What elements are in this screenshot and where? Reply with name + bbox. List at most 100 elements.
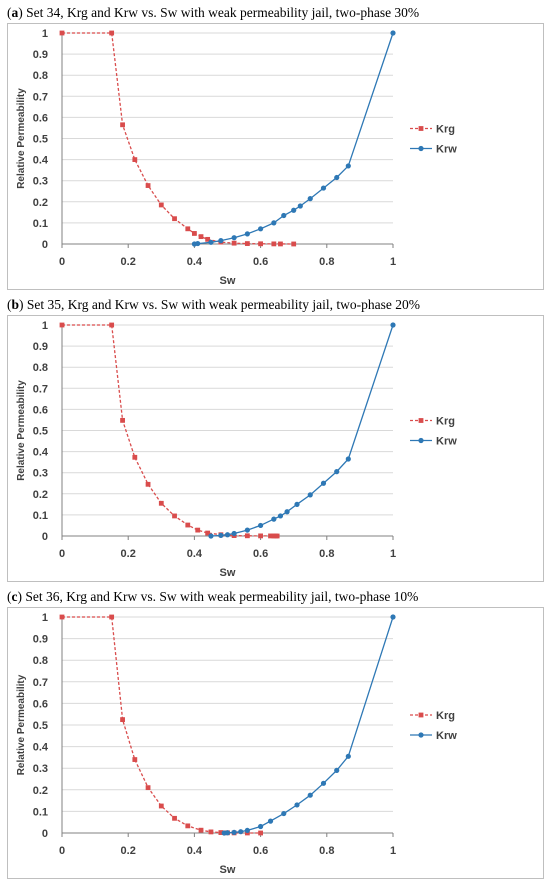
data-point-krg xyxy=(185,226,191,232)
data-point-krg xyxy=(231,240,237,246)
data-point-krw xyxy=(267,818,274,824)
y-tick-label: 0.2 xyxy=(33,489,48,501)
y-tick-label: 0.2 xyxy=(33,197,48,209)
x-tick-label: 0.8 xyxy=(319,548,334,560)
y-tick-label: 1 xyxy=(42,320,48,332)
data-point-krg xyxy=(205,530,211,536)
y-tick-label: 0 xyxy=(42,239,48,251)
data-point-krg xyxy=(132,157,138,162)
x-tick-label: 0.8 xyxy=(319,256,334,268)
chart-frame: 0 0.1 0.2 0.3 0.4 0.5 0.6 0.7 0.8 0.9 1 0 0.2 0.4 0.6 0… xyxy=(7,23,544,290)
panel-letter: b xyxy=(11,297,20,312)
data-point-krw xyxy=(345,163,351,169)
data-point-krg xyxy=(208,829,214,835)
data-point-krg xyxy=(145,785,151,791)
chart-frame: 0 0.1 0.2 0.3 0.4 0.5 0.6 0.7 0.8 0.9 1 0 0.2 0.4 0.6 0… xyxy=(7,607,544,879)
series-line-krw xyxy=(194,32,394,245)
data-point-krw xyxy=(307,196,313,202)
x-tick-label: 0 xyxy=(59,845,65,857)
data-point-krg xyxy=(258,241,263,247)
legend-label: Krg xyxy=(436,124,455,136)
legend-label: Krg xyxy=(436,710,455,722)
data-point-krw xyxy=(231,530,237,537)
legend-swatch-marker xyxy=(418,732,424,738)
data-point-krw xyxy=(390,614,396,620)
data-point-krw xyxy=(258,226,264,232)
data-point-krw xyxy=(224,532,231,538)
y-tick-label: 0.5 xyxy=(33,426,48,438)
data-point-krw xyxy=(334,174,340,181)
x-tick-label: 0 xyxy=(59,548,65,560)
data-point-krw xyxy=(284,509,290,515)
data-point-krw xyxy=(195,240,201,247)
data-point-krw xyxy=(291,207,297,213)
y-tick-label: 0.4 xyxy=(33,742,49,754)
data-point-krg xyxy=(59,30,65,36)
y-tick-label: 1 xyxy=(42,612,48,624)
x-tick-label: 0.6 xyxy=(253,845,268,857)
data-point-krg xyxy=(258,533,263,539)
chart-title: Set 34, Krg and Krw vs. Sw with weak per… xyxy=(26,5,420,20)
data-point-krw xyxy=(218,532,224,538)
y-tick-label: 0.4 xyxy=(33,447,49,459)
title-prefix: ( xyxy=(7,589,12,604)
data-point-krw xyxy=(218,238,224,244)
chart-panel-a: (a) Set 34, Krg and Krw vs. Sw with weak… xyxy=(0,0,550,292)
data-point-krg xyxy=(244,241,250,246)
y-tick-label: 0.6 xyxy=(33,112,48,124)
x-axis-label: Sw xyxy=(220,275,236,287)
y-tick-label: 0 xyxy=(42,531,48,543)
data-point-krw xyxy=(345,753,351,759)
legend-swatch-marker xyxy=(418,437,424,444)
data-point-krw xyxy=(294,802,300,808)
x-tick-label: 0.6 xyxy=(253,256,268,268)
y-tick-label: 0.1 xyxy=(33,218,48,230)
data-point-krw xyxy=(345,456,351,462)
data-point-krw xyxy=(258,522,264,529)
legend-swatch-marker xyxy=(418,712,424,718)
data-point-krg xyxy=(268,533,273,539)
data-point-krg xyxy=(109,30,115,36)
data-point-krg xyxy=(158,500,164,506)
x-tick-label: 0.2 xyxy=(121,845,136,857)
data-point-krw xyxy=(307,492,313,498)
y-tick-label: 0.8 xyxy=(33,655,48,667)
data-point-krg xyxy=(172,815,177,821)
data-point-krg xyxy=(132,757,138,762)
x-tick-label: 0 xyxy=(59,256,65,268)
data-point-krw xyxy=(281,810,287,817)
y-tick-label: 0.2 xyxy=(33,785,48,797)
y-tick-label: 0.9 xyxy=(33,634,48,646)
data-point-krw xyxy=(258,823,264,830)
title-prefix: ( xyxy=(7,297,12,312)
panel-letter: a xyxy=(11,5,19,20)
y-tick-label: 0.5 xyxy=(33,720,48,732)
data-point-krw xyxy=(231,235,237,241)
x-tick-label: 0.4 xyxy=(187,548,203,560)
y-axis-label: Relative Permeability xyxy=(16,674,27,775)
data-point-krw xyxy=(307,792,313,798)
data-point-krg xyxy=(120,122,125,128)
data-point-krw xyxy=(320,480,327,486)
data-point-krg xyxy=(145,481,151,487)
data-point-krg xyxy=(145,183,151,188)
data-point-krw xyxy=(390,30,396,36)
chart-title: Set 36, Krg and Krw vs. Sw with weak per… xyxy=(25,589,419,604)
data-point-krw xyxy=(208,239,214,245)
data-point-krg xyxy=(244,533,250,539)
data-point-krw xyxy=(271,220,277,226)
data-point-krg xyxy=(291,241,297,247)
y-tick-label: 0 xyxy=(42,828,48,840)
y-tick-label: 0.3 xyxy=(33,468,48,480)
legend-label: Krw xyxy=(436,436,457,448)
data-point-krg xyxy=(120,417,125,423)
data-point-krg xyxy=(109,614,115,620)
panel-title: (c) Set 36, Krg and Krw vs. Sw with weak… xyxy=(7,589,418,605)
x-tick-label: 0.6 xyxy=(253,548,268,560)
chart-frame: 0 0.1 0.2 0.3 0.4 0.5 0.6 0.7 0.8 0.9 1 0 0.2 0.4 0.6 0… xyxy=(7,315,544,582)
legend-swatch-marker xyxy=(418,126,424,131)
y-tick-label: 0.7 xyxy=(33,91,48,103)
x-tick-label: 1 xyxy=(390,256,396,268)
chart-panel-b: (b) Set 35, Krg and Krw vs. Sw with weak… xyxy=(0,292,550,584)
legend-label: Krw xyxy=(436,144,457,156)
